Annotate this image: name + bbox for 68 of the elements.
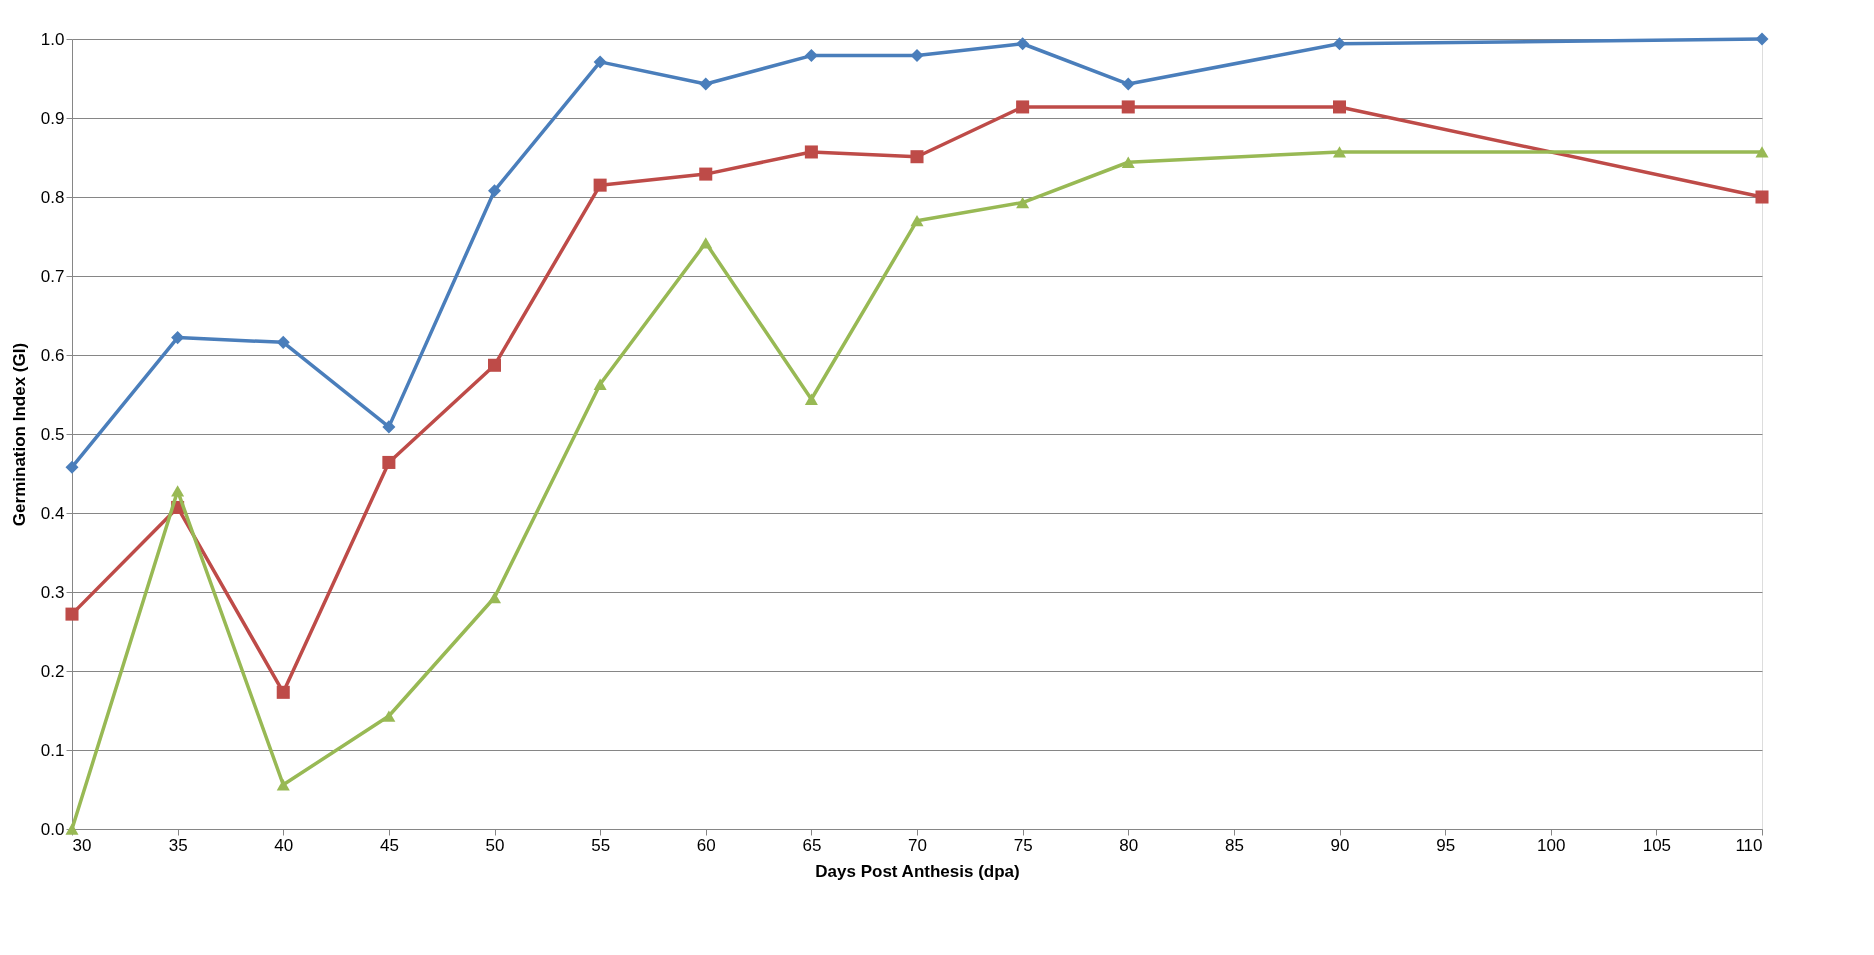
point (910, 150, 924, 164)
point (699, 77, 713, 91)
point (382, 710, 396, 722)
point (699, 167, 713, 181)
x-tick-label: 30 (72, 835, 92, 855)
x-tick-label: 90 (1330, 835, 1350, 855)
x-tick-label: 100 (1537, 835, 1566, 855)
point (804, 393, 818, 405)
point (487, 184, 502, 198)
point (382, 455, 396, 469)
x-tick-label: 95 (1436, 835, 1456, 855)
y-tick-label: 0.8 (40, 187, 65, 207)
x-tick-label: 35 (168, 835, 188, 855)
x-tick-label: 70 (908, 835, 927, 855)
point (382, 420, 396, 434)
x-tick-label: 80 (1119, 835, 1139, 855)
point (1121, 156, 1135, 168)
x-tick-label: 45 (379, 835, 399, 855)
point (804, 49, 818, 63)
point (1016, 100, 1030, 114)
point (593, 55, 607, 69)
x-tick-label: 40 (274, 835, 294, 855)
x-tick-label: 105 (1642, 835, 1672, 855)
x-tick-label: 85 (1224, 835, 1244, 855)
point (65, 460, 79, 474)
point (1016, 196, 1030, 209)
point (487, 358, 502, 372)
point (276, 335, 290, 349)
x-tick-label: 60 (696, 835, 716, 855)
y-tick-label: 0.7 (40, 266, 65, 286)
point (171, 485, 185, 497)
point (276, 685, 290, 699)
point (1755, 190, 1769, 204)
x-tick-label: 55 (591, 835, 611, 855)
x-tick-label: 110 (1735, 835, 1763, 855)
y-tick-label: 0.2 (40, 661, 65, 681)
y-tick-label: 0.9 (40, 108, 65, 128)
x-axis-title: Days Post Anthesis (dpa) (815, 861, 1020, 881)
y-tick-label: 0.3 (40, 582, 65, 602)
point (1332, 100, 1347, 114)
point (1755, 32, 1769, 46)
y-tick-label: 0.5 (40, 424, 65, 444)
point (171, 331, 185, 345)
point (910, 215, 924, 227)
point (1016, 37, 1030, 51)
point (276, 779, 290, 791)
y-tick-label: 0.1 (40, 740, 65, 760)
point (593, 178, 607, 192)
point (804, 145, 818, 159)
point (1755, 146, 1769, 158)
point (65, 823, 79, 835)
point (1332, 37, 1347, 51)
y-tick-label: 0.6 (40, 345, 65, 365)
point (910, 49, 924, 63)
x-tick-label: 50 (485, 835, 505, 855)
y-tick-label: 0.0 (40, 819, 65, 839)
x-tick-label: 75 (1013, 835, 1033, 855)
y-tick-label: 1.0 (40, 29, 65, 49)
point (699, 237, 713, 249)
point (1121, 77, 1135, 91)
point (65, 607, 79, 621)
point (1332, 146, 1347, 158)
y-axis-title: Germination Index (GI) (9, 342, 29, 527)
x-tick-label: 65 (802, 835, 822, 855)
point (1121, 100, 1135, 114)
y-tick-label: 0.4 (40, 503, 65, 523)
point (593, 378, 607, 390)
point (487, 591, 502, 604)
